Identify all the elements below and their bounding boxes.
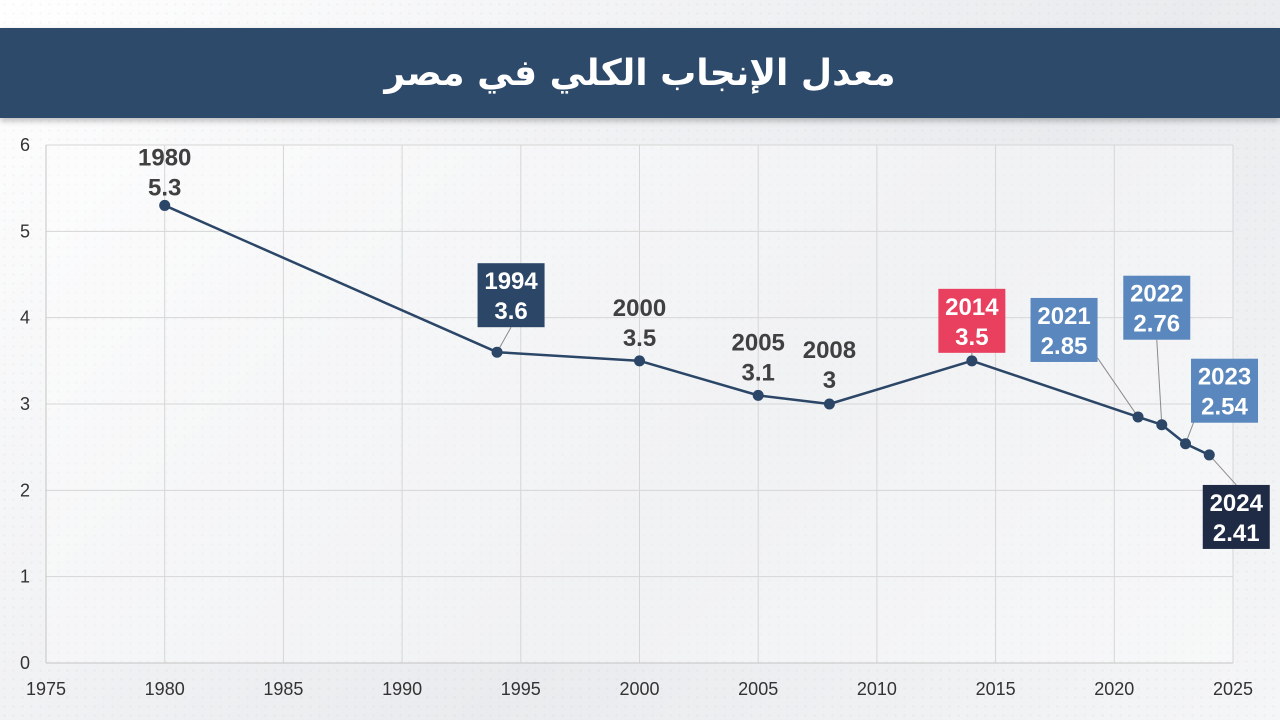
x-tick-label: 2015: [976, 679, 1016, 699]
data-label-value: 2.41: [1213, 520, 1260, 547]
data-point: [491, 346, 503, 358]
data-label-box: [477, 263, 545, 328]
y-tick-label: 4: [20, 308, 30, 328]
data-label-value: 2.76: [1133, 311, 1180, 338]
data-label-box: [1191, 358, 1259, 423]
x-tick-label: 2005: [738, 679, 778, 699]
data-point: [159, 199, 171, 211]
x-tick-label: 1975: [26, 679, 66, 699]
y-tick-label: 1: [20, 567, 30, 587]
data-label-year: 1994: [484, 268, 538, 295]
data-label-box: [1030, 297, 1098, 362]
data-label-value: 2.85: [1041, 333, 1088, 360]
data-point: [752, 389, 764, 401]
data-label-value: 3.5: [623, 325, 656, 352]
y-tick-label: 0: [20, 653, 30, 673]
data-label-value: 5.3: [148, 174, 181, 201]
data-label-year: 2005: [732, 329, 785, 356]
data-label-box: [1202, 484, 1270, 549]
data-label-year: 2014: [945, 294, 999, 321]
leader-line: [1156, 339, 1163, 425]
data-point: [966, 355, 978, 367]
data-point: [1203, 449, 1215, 461]
y-tick-label: 5: [20, 221, 30, 241]
data-label-value: 2.54: [1201, 394, 1248, 421]
x-tick-label: 2020: [1094, 679, 1134, 699]
data-point: [1180, 438, 1192, 450]
data-label-year: 2021: [1037, 303, 1090, 330]
leader-line: [1097, 357, 1139, 418]
data-label-box: [1123, 275, 1191, 340]
data-label-year: 2023: [1198, 364, 1251, 391]
data-label-year: 2000: [613, 295, 666, 322]
title-banner: معدل الإنجاب الكلي في مصر: [0, 28, 1280, 118]
leader-line: [1208, 454, 1237, 486]
x-tick-label: 1985: [263, 679, 303, 699]
data-label-value: 3.5: [955, 324, 988, 351]
data-point: [1156, 419, 1168, 431]
data-label-year: 2024: [1210, 490, 1264, 517]
data-point: [823, 398, 835, 410]
data-label-box: [938, 288, 1006, 353]
x-tick-label: 1990: [382, 679, 422, 699]
y-tick-label: 6: [20, 135, 30, 155]
data-point: [634, 355, 645, 367]
data-label-value: 3.1: [742, 359, 775, 386]
y-tick-label: 2: [20, 480, 30, 500]
x-tick-label: 1980: [145, 679, 185, 699]
data-label-year: 2008: [803, 337, 856, 364]
x-tick-label: 2000: [619, 679, 659, 699]
chart-title: معدل الإنجاب الكلي في مصر: [384, 52, 896, 94]
data-label-year: 2022: [1130, 281, 1183, 308]
y-tick-label: 3: [20, 394, 30, 414]
x-tick-label: 2010: [857, 679, 897, 699]
data-label-value: 3.6: [494, 298, 527, 325]
data-point: [1132, 411, 1144, 423]
series-line: [164, 204, 1210, 457]
x-tick-label: 2025: [1213, 679, 1253, 699]
data-label-value: 3: [823, 367, 836, 394]
data-label-year: 1980: [138, 144, 191, 171]
x-tick-label: 1995: [501, 679, 541, 699]
